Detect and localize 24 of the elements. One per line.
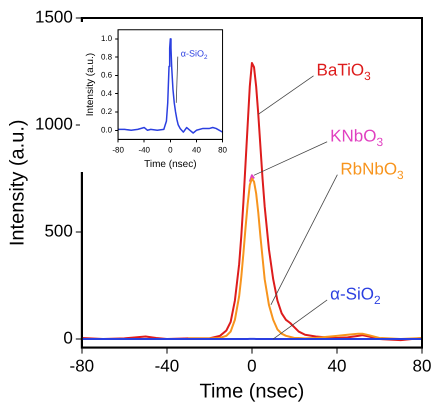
x-tick-label: -80	[112, 145, 124, 154]
x-tick-label: 80	[412, 356, 432, 376]
x-tick-label: -80	[70, 356, 94, 376]
x-tick-label: 0	[247, 356, 257, 376]
y-axis-title: Intensity (a.u.)	[6, 119, 29, 246]
y-tick-label: 0	[63, 328, 73, 348]
y-axis-title: Intensity (a.u.)	[84, 52, 96, 116]
x-tick-label: 40	[192, 145, 202, 154]
y-tick-label: 0.4	[100, 88, 113, 98]
y-tick-label: 1500	[34, 8, 73, 27]
y-tick-label: 1000	[34, 114, 73, 134]
x-tick-label: -40	[154, 356, 180, 376]
y-tick-label: 500	[44, 222, 73, 241]
y-tick-label: 1.0	[100, 34, 113, 44]
x-tick-label: 80	[218, 145, 228, 154]
x-axis-title: Time (nsec)	[199, 380, 304, 403]
x-tick-label: 40	[327, 356, 346, 376]
y-tick-label: 0.2	[100, 107, 113, 116]
x-axis-title: Time (nsec)	[144, 158, 197, 170]
y-tick-label: 0.8	[100, 52, 113, 62]
x-tick-label: -40	[138, 145, 151, 154]
y-tick-label: 0.0	[100, 125, 113, 134]
y-tick-label: 0.6	[100, 70, 113, 80]
x-tick-label: 0	[168, 145, 174, 154]
